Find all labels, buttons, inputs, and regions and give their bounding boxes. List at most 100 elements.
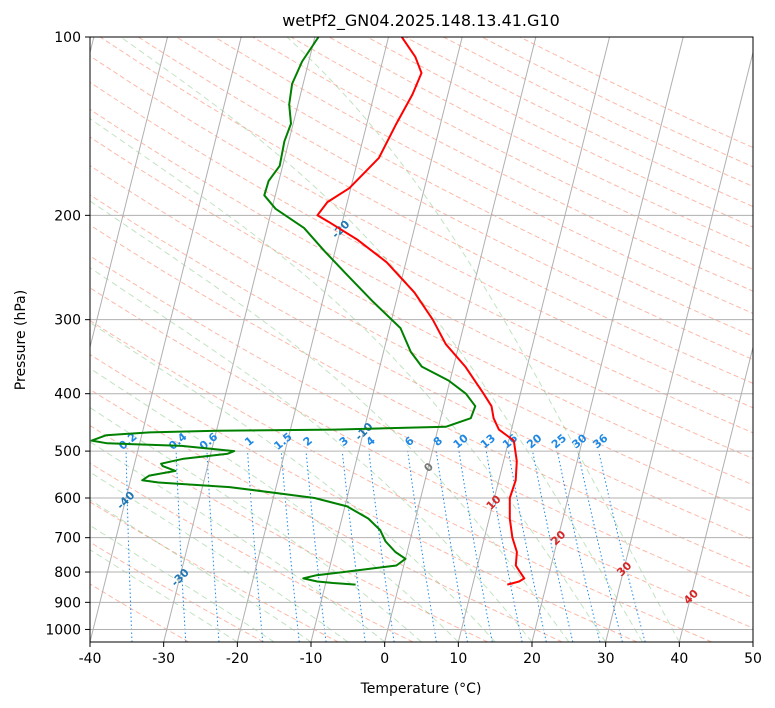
mixing-ratio-line — [280, 451, 300, 642]
mixing-ratio-line — [407, 451, 437, 642]
y-tick-label: 800 — [54, 565, 81, 581]
dry-adiabat-line — [90, 353, 638, 642]
dewpoint-profile-line — [90, 37, 477, 586]
moist-adiabat-line — [90, 200, 570, 642]
y-tick-label: 500 — [54, 444, 81, 460]
dry-adiabat-line — [90, 108, 753, 460]
x-tick-label: -10 — [300, 651, 323, 667]
mixing-ratio-label: 20 — [524, 431, 544, 451]
moist-adiabat-line — [90, 367, 459, 642]
y-tick-label: 300 — [54, 313, 81, 329]
isotherm-label: 0 — [421, 460, 436, 475]
mixing-ratio-label: 8 — [431, 434, 445, 449]
dry-adiabat-line — [90, 320, 712, 642]
isotherm-label: -30 — [169, 566, 192, 589]
dry-adiabat-line — [90, 255, 753, 599]
y-tick-label: 200 — [54, 208, 81, 224]
axes: -40 -30 -20 -10 0 10 20 30 40 5010020030040050060… — [45, 30, 762, 667]
dry-adiabat-line — [90, 583, 190, 642]
x-tick-label: 30 — [597, 651, 615, 667]
x-axis-title: Temperature (°C) — [360, 681, 482, 697]
y-axis-title: Pressure (hPa) — [13, 290, 29, 390]
moist-adiabat-line — [90, 441, 385, 642]
plot-frame — [89, 36, 754, 643]
isotherm-line — [90, 37, 242, 642]
isotherm-line — [605, 50, 753, 642]
isotherm-line — [163, 37, 316, 642]
dry-adiabat-line — [252, 37, 753, 292]
moist-adiabat-line — [90, 524, 275, 642]
dry-adiabat-line — [366, 37, 753, 228]
mixing-ratio-line — [125, 451, 133, 642]
dry-adiabat-line — [90, 136, 753, 486]
y-tick-label: 600 — [54, 491, 81, 507]
mixing-ratio-label: 0.4 — [166, 430, 190, 453]
dry-adiabat-line — [90, 194, 753, 541]
y-tick-label: 400 — [54, 387, 81, 403]
dry-adiabat-line — [138, 37, 753, 361]
isotherm-line — [384, 37, 537, 642]
mixing-ratio-line — [485, 451, 523, 642]
mixing-ratio-label: 30 — [570, 431, 590, 451]
mixing-ratio-label: 2 — [301, 434, 315, 449]
x-tick-label: 40 — [670, 651, 688, 667]
y-tick-label: 900 — [54, 595, 81, 611]
isotherm-label: 40 — [681, 587, 701, 607]
isotherm-label: 10 — [484, 492, 504, 512]
isotherm-label: -50 — [60, 411, 83, 434]
x-tick-label: -20 — [226, 651, 249, 667]
dry-adiabat-line — [90, 462, 414, 642]
moist-adiabat-line — [90, 118, 607, 642]
mixing-ratio-line — [206, 451, 220, 642]
x-tick-label: 0 — [380, 651, 389, 667]
mixing-ratio-label: 3 — [337, 434, 351, 449]
dry-adiabat-line — [519, 37, 753, 149]
isotherm-line — [236, 37, 390, 642]
mixing-ratio-line — [368, 451, 395, 642]
mixing-ratio-label: 16 — [500, 431, 520, 451]
dry-adiabat-line — [90, 81, 753, 434]
dry-adiabat-line — [90, 541, 264, 642]
isotherm-line — [678, 345, 753, 642]
moist-adiabat-line — [90, 267, 533, 642]
isotherm-line — [531, 37, 684, 642]
moist-adiabat-line — [120, 37, 643, 642]
mixing-ratio-line — [458, 451, 493, 642]
moist-adiabat-line — [90, 321, 496, 642]
chart-title: wetPf2_GN04.2025.148.13.41.G10 — [282, 11, 560, 31]
background-lines — [90, 37, 753, 642]
mixing-ratio-line — [247, 451, 264, 642]
mixing-ratio-label: 25 — [549, 432, 569, 452]
dry-adiabat-line — [90, 165, 753, 513]
dry-adiabat-line — [90, 55, 753, 409]
profile-lines — [90, 37, 526, 586]
dry-adiabat-line — [90, 287, 753, 629]
isotherm-label: -40 — [114, 489, 137, 512]
mixing-ratio-label: 13 — [478, 432, 498, 452]
moist-adiabat-line — [90, 499, 312, 642]
y-tick-label: 700 — [54, 531, 81, 547]
moist-adiabat-line — [286, 37, 680, 642]
temperature-profile-line — [316, 37, 526, 586]
x-tick-label: 20 — [523, 651, 541, 667]
x-tick-label: 10 — [449, 651, 467, 667]
mixing-ratio-line — [598, 450, 646, 642]
dry-adiabat-line — [405, 37, 753, 208]
dry-adiabat-line — [99, 37, 753, 384]
moist-adiabat-line — [90, 406, 422, 642]
mixing-ratio-line — [507, 451, 547, 642]
isotherm-line — [457, 37, 611, 642]
mixing-ratio-line — [305, 451, 327, 642]
isotherm-label: 20 — [548, 528, 568, 548]
mixing-ratio-label: 1 — [242, 434, 256, 449]
mixing-ratio-label: 1.5 — [271, 430, 294, 452]
mixing-ratio-line — [556, 450, 601, 642]
dry-adiabat-line — [214, 37, 753, 314]
y-tick-label: 1000 — [45, 622, 81, 638]
x-tick-label: -40 — [79, 651, 102, 667]
mixing-ratio-line — [175, 451, 187, 642]
x-tick-label: -30 — [152, 651, 175, 667]
isotherm-line — [90, 37, 169, 350]
